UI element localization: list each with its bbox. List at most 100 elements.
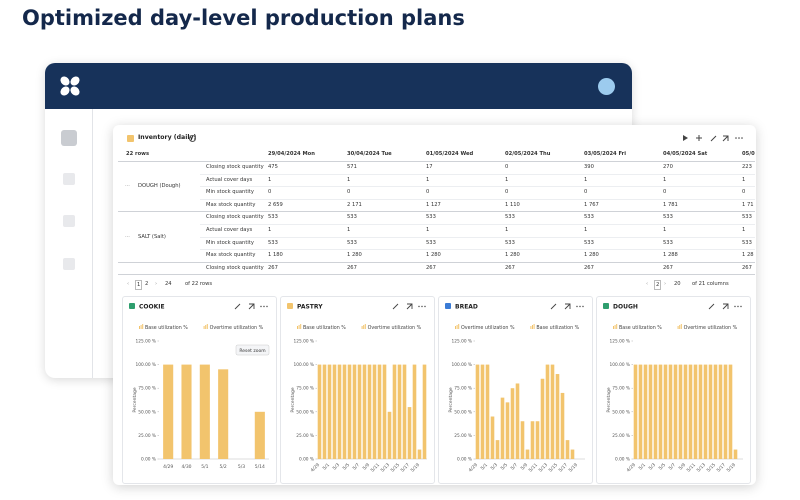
row-divider [200, 173, 755, 175]
row-divider [200, 224, 755, 225]
sidebar-icon[interactable] [63, 258, 75, 270]
row-divider [200, 198, 755, 200]
bar [347, 364, 352, 459]
row-metric: Max stock quantity [206, 201, 256, 208]
row-metric: Min stock quantity [206, 239, 254, 246]
legend-icon [140, 325, 142, 329]
bar [633, 364, 638, 459]
reset-zoom-label[interactable]: Reset zoom [239, 348, 265, 354]
table-cell: 533 [426, 214, 436, 221]
legend-label: Overtime utilization % [210, 325, 264, 331]
x-tick-label: 5/9 [362, 462, 371, 471]
chart-icon [287, 303, 293, 309]
info-icon[interactable] [189, 135, 196, 142]
page-title: Optimized day-level production plans [22, 6, 465, 30]
x-tick-label: 5/13 [696, 462, 707, 473]
chart: COOKIE Base utilization % Overtime utiliza… [129, 303, 270, 470]
panel-toolbar [234, 303, 255, 310]
page-number[interactable]: 2 [145, 281, 149, 288]
table-cell: 533 [584, 214, 594, 221]
table-cell: 267 [742, 264, 752, 271]
y-tick-label: 100.00 % [452, 362, 472, 368]
y-tick-label: 125.00 % [136, 339, 156, 345]
table-cell: 0 [505, 164, 509, 170]
menu-dot [421, 305, 423, 308]
table-cell: 0 [505, 189, 509, 196]
chart: DOUGH Base utilization % Overtime utilizat… [603, 303, 743, 474]
legend-icon [203, 326, 205, 329]
table-cell: 533 [742, 239, 752, 246]
menu-dot [424, 305, 426, 308]
x-tick-label: 5/11 [528, 462, 539, 473]
x-tick-label: 5/9 [520, 462, 529, 471]
chart-title: BREAD [455, 304, 478, 311]
bar [332, 364, 337, 459]
sidebar-icon[interactable] [63, 173, 75, 185]
table-cell: 1 [663, 227, 667, 233]
page-size[interactable]: 24 [165, 281, 172, 288]
bar [397, 364, 402, 459]
chart-title: PASTRY [297, 304, 323, 311]
y-axis-label: Percentage [606, 387, 612, 413]
x-tick-label: 4/29 [310, 462, 321, 473]
table-cell: 223 [742, 164, 752, 170]
panel-toolbar [708, 303, 729, 310]
x-tick-label: 4/29 [468, 462, 479, 473]
avatar[interactable] [598, 78, 615, 95]
chart-title: DOUGH [613, 304, 638, 311]
table-cell: 533 [347, 239, 357, 246]
table-cell: 0 [663, 189, 667, 196]
bar [723, 364, 728, 459]
reset-zoom-button[interactable] [235, 344, 270, 356]
bar [357, 364, 362, 459]
bar [638, 364, 643, 459]
bar [693, 364, 698, 459]
table-toolbar[interactable] [681, 133, 745, 143]
row-metric: Max stock quantity [206, 252, 256, 259]
x-tick-label: 5/11 [686, 462, 697, 473]
column-next[interactable]: › [664, 281, 667, 288]
page-prev[interactable]: ‹ [127, 281, 130, 288]
bar [565, 440, 570, 459]
table-cell: 270 [663, 164, 673, 170]
table-cell: 1 781 [663, 201, 678, 208]
y-tick-label: 25.00 % [454, 433, 472, 439]
y-axis-label: Percentage [132, 387, 138, 413]
page-next[interactable]: › [155, 281, 158, 288]
column-header: 29/04/2024 Mon [268, 151, 315, 157]
app-header [45, 63, 632, 109]
bar [658, 364, 663, 459]
table-cell: 1 [426, 227, 430, 233]
bar [653, 364, 658, 459]
legend-icon [361, 326, 363, 329]
table-cell: 267 [584, 264, 594, 271]
bar [515, 383, 520, 459]
x-tick-label: 5/19 [568, 462, 579, 473]
page-number[interactable]: 1 [135, 280, 143, 291]
legend-label: Base utilization % [536, 325, 579, 331]
legend-icon [300, 324, 302, 329]
legend-label: Base utilization % [145, 325, 188, 331]
legend-label: Overtime utilization % [368, 325, 422, 331]
column-size[interactable]: 20 [674, 281, 681, 288]
x-tick-label: 5/17 [716, 462, 727, 473]
sidebar-icon[interactable] [63, 215, 75, 227]
legend-icon [532, 325, 533, 329]
row-metric: Closing stock quantity [206, 214, 264, 221]
panel-toolbar [392, 303, 413, 310]
legend-icon [677, 326, 679, 329]
column-prev[interactable]: ‹ [646, 281, 649, 288]
bar [530, 421, 535, 459]
bar [367, 364, 372, 459]
menu-dot [737, 305, 739, 308]
table-cell: 1 [505, 227, 509, 233]
bar [218, 369, 229, 459]
row-menu[interactable]: ··· [125, 233, 130, 240]
x-tick-label: 5/14 [255, 464, 265, 470]
table-cell: 1 [584, 227, 588, 233]
table-cell: 533 [663, 214, 673, 221]
column-page[interactable]: 2 [654, 280, 662, 291]
table-cell: 1 [347, 227, 351, 233]
row-menu[interactable]: ··· [125, 183, 130, 190]
sidebar-icon[interactable] [61, 130, 77, 146]
